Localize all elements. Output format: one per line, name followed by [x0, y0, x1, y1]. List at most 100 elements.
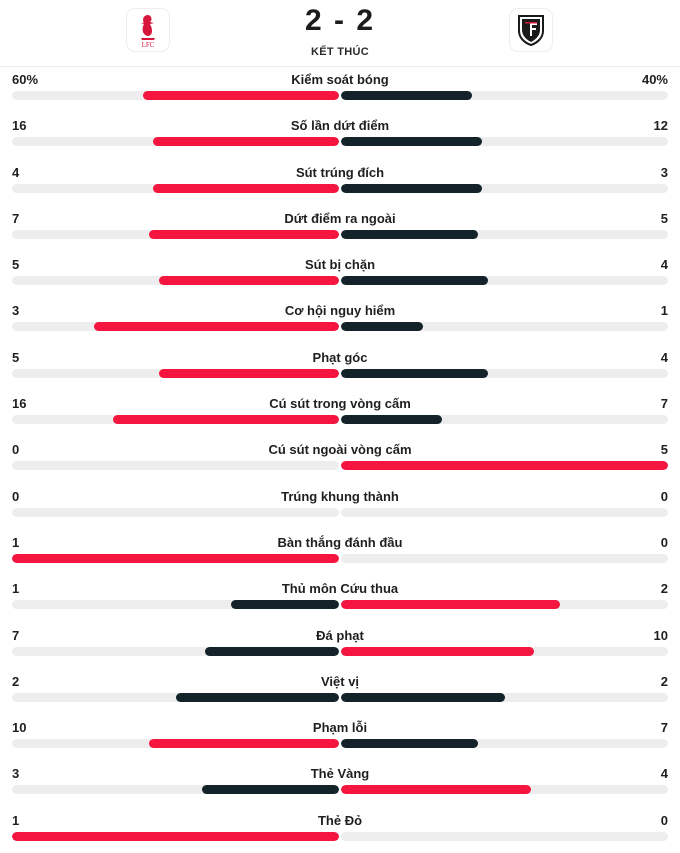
stat-label: Thẻ Vàng — [310, 766, 370, 782]
stat-away-bar-track — [341, 739, 668, 749]
stat-home-bar-fill — [12, 831, 339, 841]
stat-away-bar-fill — [341, 368, 489, 378]
stat-home-bar-track — [12, 322, 339, 332]
stat-away-value: 2 — [660, 673, 668, 689]
stat-row: 0 Cú sút ngoài vòng cấm 5 — [0, 436, 680, 482]
stat-row: 5 Sút bị chặn 4 — [0, 251, 680, 297]
stat-home-bar-track — [12, 415, 339, 425]
stat-row: 1 Bàn thắng đánh đầu 0 — [0, 529, 680, 575]
stat-row: 3 Thẻ Vàng 4 — [0, 760, 680, 806]
stat-away-value: 0 — [660, 488, 668, 504]
stat-label: Trúng khung thành — [281, 488, 399, 504]
stat-row: 7 Đá phạt 10 — [0, 622, 680, 668]
stat-label: Sút trúng đích — [295, 164, 385, 180]
crest-text: LFC — [142, 41, 155, 48]
stat-home-bar-track — [12, 137, 339, 147]
stat-row: 60% Kiểm soát bóng 40% — [0, 66, 680, 112]
stat-label: Bàn thắng đánh đầu — [277, 534, 403, 550]
stat-home-bar-fill — [159, 368, 339, 378]
stat-label: Kiểm soát bóng — [291, 72, 389, 87]
stat-home-bar-fill — [204, 646, 339, 656]
stat-home-value: 7 — [12, 210, 20, 226]
stat-away-bar-fill — [341, 276, 489, 286]
stat-away-value: 40% — [641, 72, 668, 87]
stat-away-value: 0 — [660, 534, 668, 550]
stat-home-bar-fill — [93, 322, 339, 332]
stat-row: 1 Thủ môn Cứu thua 2 — [0, 575, 680, 621]
stat-label: Sút bị chặn — [304, 257, 376, 273]
stat-away-value: 1 — [660, 303, 668, 319]
stats-list: 60% Kiểm soát bóng 40% 16 Số lần dứt điểm 12 4… — [0, 66, 680, 853]
stat-home-bar-track — [12, 600, 339, 610]
stat-away-bar-track — [341, 507, 668, 517]
stat-label: Thủ môn Cứu thua — [281, 581, 399, 597]
stat-away-value: 2 — [660, 581, 668, 597]
stat-away-value: 5 — [660, 210, 668, 226]
stat-home-value: 0 — [12, 442, 20, 458]
stat-home-bar-fill — [12, 553, 339, 563]
stat-label: Phạt góc — [312, 349, 368, 365]
stat-home-bar-fill — [113, 415, 339, 425]
match-score: 2 - 2 — [304, 4, 376, 37]
stat-away-bar-fill — [341, 600, 561, 610]
stat-home-bar-fill — [159, 276, 339, 286]
stat-label: Cú sút ngoài vòng cấm — [268, 442, 412, 458]
stat-home-bar-track — [12, 646, 339, 656]
stat-home-bar-track — [12, 739, 339, 749]
stat-label: Việt vị — [320, 673, 360, 689]
stat-home-value: 16 — [12, 396, 27, 412]
stat-row: 1 Thẻ Đỏ 0 — [0, 807, 680, 853]
stat-away-bar-track — [341, 646, 668, 656]
stat-home-value: 60% — [12, 72, 39, 87]
stat-row: 3 Cơ hội nguy hiểm 1 — [0, 297, 680, 343]
stat-away-bar-fill — [341, 137, 482, 147]
stat-row: 7 Dứt điểm ra ngoài 5 — [0, 205, 680, 251]
stat-home-bar-track — [12, 91, 339, 100]
stat-home-bar-track — [12, 276, 339, 286]
stat-away-bar-fill — [341, 91, 472, 100]
stat-away-bar-track — [341, 91, 668, 100]
stat-home-value: 16 — [12, 118, 27, 134]
stat-home-value: 0 — [12, 488, 20, 504]
stat-away-value: 4 — [660, 257, 668, 273]
stat-away-value: 5 — [660, 442, 668, 458]
stat-away-bar-track — [341, 137, 668, 147]
stat-away-bar-track — [341, 183, 668, 193]
stat-home-bar-track — [12, 461, 339, 471]
stat-away-bar-track — [341, 229, 668, 239]
stat-away-bar-track — [341, 785, 668, 795]
stat-away-bar-track — [341, 461, 668, 471]
stat-away-value: 12 — [653, 118, 668, 134]
stat-label: Dứt điểm ra ngoài — [284, 210, 396, 226]
stat-home-value: 2 — [12, 673, 20, 689]
stat-away-value: 10 — [653, 627, 668, 643]
stat-home-bar-track — [12, 785, 339, 795]
stat-away-bar-track — [341, 276, 668, 286]
stat-away-bar-track — [341, 831, 668, 841]
stat-home-bar-track — [12, 368, 339, 378]
stat-away-bar-track — [341, 553, 668, 563]
stat-label: Cú sút trong vòng cấm — [269, 396, 411, 412]
stat-home-bar-fill — [152, 183, 339, 193]
stat-row: 4 Sút trúng đích 3 — [0, 159, 680, 205]
stat-home-value: 5 — [12, 257, 20, 273]
stat-away-bar-track — [341, 692, 668, 702]
fulham-shield-icon — [518, 15, 544, 47]
stat-away-bar-fill — [341, 785, 531, 795]
stat-home-bar-fill — [152, 137, 339, 147]
stat-row: 5 Phạt góc 4 — [0, 344, 680, 390]
stat-row: 16 Số lần dứt điểm 12 — [0, 112, 680, 158]
stat-home-value: 1 — [12, 581, 20, 597]
stat-away-bar-track — [341, 322, 668, 332]
liverpool-crest-icon[interactable]: LFC — [127, 9, 169, 51]
stat-home-bar-track — [12, 507, 339, 517]
stat-label: Phạm lỗi — [312, 720, 368, 736]
stat-away-value: 4 — [660, 766, 668, 782]
match-status: KẾT THÚC — [310, 46, 369, 58]
stat-home-value: 10 — [12, 720, 27, 736]
stat-home-bar-fill — [149, 229, 339, 239]
stat-away-bar-fill — [341, 461, 668, 471]
fulham-crest-icon[interactable] — [510, 9, 552, 51]
stat-away-bar-track — [341, 368, 668, 378]
stat-away-bar-fill — [341, 183, 482, 193]
